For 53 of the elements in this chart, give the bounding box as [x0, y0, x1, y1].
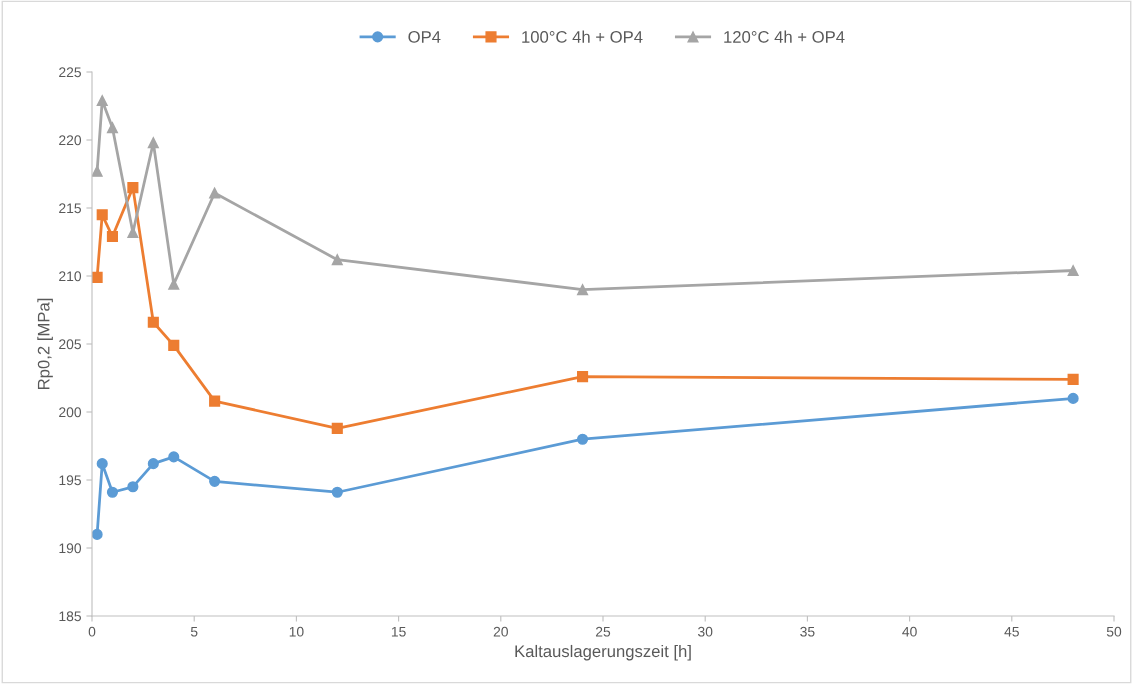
- point: [331, 254, 343, 266]
- point: [147, 137, 159, 149]
- x-tick-label: 15: [391, 626, 406, 637]
- x-tick-label: 35: [800, 626, 815, 637]
- y-tick-label: 220: [59, 135, 82, 146]
- point: [1067, 265, 1079, 277]
- y-tick-label: 200: [59, 407, 82, 418]
- y-tick-label: 210: [59, 271, 82, 282]
- point: [127, 182, 139, 194]
- y-tick-label: 215: [59, 203, 81, 214]
- x-axis-title: Kaltauslagerungszeit [h]: [515, 644, 691, 661]
- x-tick-label: 40: [902, 626, 917, 637]
- point: [1067, 373, 1079, 385]
- x-tick-label: 25: [595, 626, 611, 637]
- y-tick-label: 195: [59, 475, 81, 486]
- legend-label: 100°C 4h + OP4: [522, 30, 643, 43]
- point: [577, 371, 589, 383]
- point: [331, 422, 343, 434]
- point: [168, 451, 180, 463]
- point: [331, 486, 343, 498]
- x-tick-label: 5: [190, 626, 198, 637]
- point: [577, 284, 589, 296]
- point: [1067, 392, 1079, 404]
- point: [96, 209, 108, 221]
- point: [577, 433, 589, 445]
- y-tick-label: 185: [59, 611, 81, 622]
- y-tick-label: 190: [59, 543, 82, 554]
- point: [209, 395, 221, 407]
- y-tick-label: 205: [59, 339, 81, 350]
- point: [106, 486, 118, 498]
- point: [147, 458, 159, 470]
- point: [168, 339, 180, 351]
- point: [96, 458, 108, 470]
- x-tick-label: 45: [1004, 626, 1019, 637]
- point: [106, 231, 118, 243]
- point: [147, 316, 159, 328]
- legend-label: 120°C 4h + OP4: [724, 30, 845, 43]
- x-tick-label: 20: [493, 626, 508, 637]
- x-tick-label: 0: [88, 626, 96, 637]
- point: [127, 481, 139, 493]
- y-tick-label: 225: [59, 67, 81, 78]
- point: [92, 528, 103, 540]
- point: [106, 122, 118, 134]
- point: [92, 271, 103, 283]
- x-tick-label: 50: [1106, 626, 1122, 637]
- x-tick-label: 10: [289, 626, 304, 637]
- point: [168, 278, 180, 290]
- y-axis-title: Rp0,2 [MPa]: [37, 298, 53, 389]
- point: [96, 95, 108, 107]
- legend-label: OP4: [408, 31, 441, 43]
- point: [209, 187, 221, 199]
- point: [209, 475, 221, 487]
- x-tick-label: 30: [698, 626, 713, 637]
